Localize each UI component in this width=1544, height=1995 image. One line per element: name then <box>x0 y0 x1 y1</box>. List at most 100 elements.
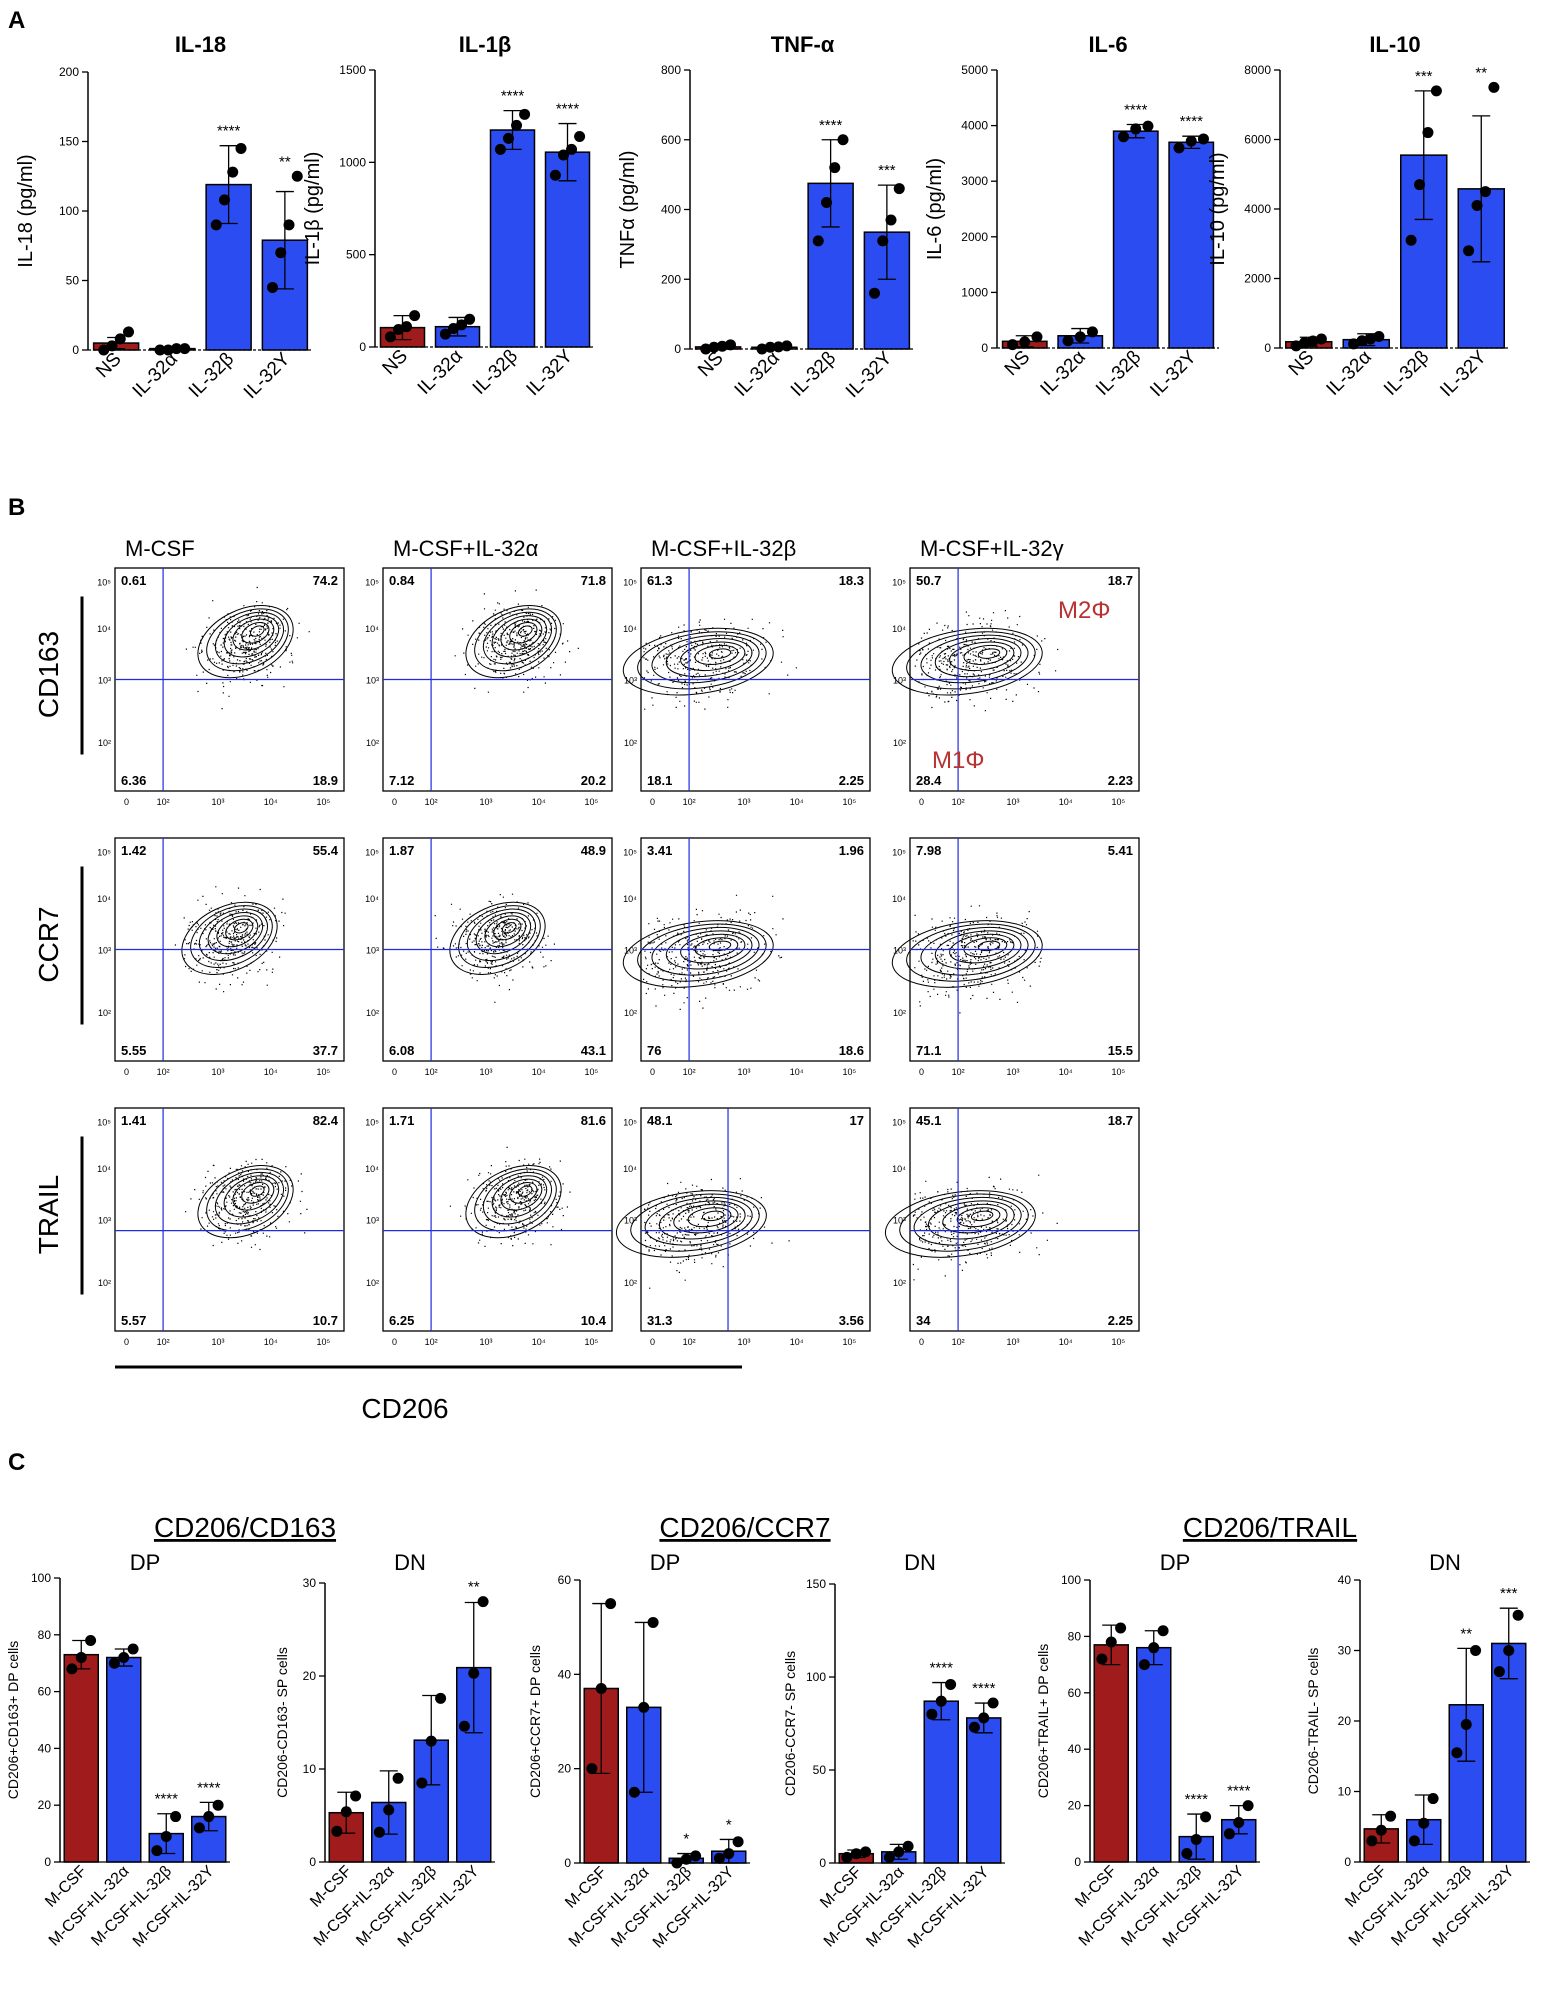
x-tick-label: 10³ <box>738 1337 751 1347</box>
x-tick-label: 0 <box>919 1067 924 1077</box>
category-label: IL-32β <box>185 349 238 402</box>
data-point <box>708 341 720 353</box>
data-point <box>1148 1642 1160 1654</box>
y-tick-label: 20 <box>38 1798 52 1812</box>
y-tick-label: 800 <box>661 63 681 77</box>
y-tick-label: 80 <box>38 1628 52 1642</box>
category-label: NS <box>1001 347 1035 381</box>
contour-line <box>493 918 522 941</box>
contour-line <box>233 922 249 934</box>
data-point <box>1479 186 1491 198</box>
data-point <box>1471 200 1483 212</box>
y-tick-label: 10⁴ <box>365 894 379 904</box>
data-point <box>425 1735 437 1747</box>
x-tick-label: 10⁴ <box>1059 1067 1073 1077</box>
y-tick-label: 60 <box>38 1685 52 1699</box>
x-tick-label: 10⁵ <box>585 1337 599 1347</box>
data-point <box>1062 335 1074 347</box>
contour-line <box>680 933 746 964</box>
quadrant-ur: 1.96 <box>839 843 864 858</box>
y-tick-label: 10⁴ <box>365 624 379 634</box>
contour-line <box>977 648 1001 659</box>
quadrant-ll: 7.12 <box>389 773 414 788</box>
quadrant-ur: 17 <box>850 1113 864 1128</box>
data-point <box>837 134 849 146</box>
x-tick-label: 10³ <box>480 797 493 807</box>
y-tick-label: 10² <box>366 1008 379 1018</box>
quadrant-ll: 76 <box>647 1043 661 1058</box>
contour-line <box>214 611 284 665</box>
significance-label: **** <box>1124 101 1148 118</box>
x-tick-label: 10⁴ <box>264 797 278 807</box>
quadrant-lr: 2.25 <box>839 773 864 788</box>
contour-line <box>913 1196 1022 1246</box>
contour-line <box>500 1178 543 1211</box>
data-point <box>340 1806 352 1818</box>
category-label: IL-32Y <box>842 347 897 402</box>
y-tick-label: 3000 <box>961 174 988 188</box>
contour-line <box>920 634 1029 684</box>
data-point <box>773 341 784 353</box>
contour-line <box>673 1203 739 1234</box>
quadrant-ul: 50.7 <box>916 573 941 588</box>
y-tick-label: 40 <box>1338 1573 1352 1587</box>
y-tick-label: 40 <box>1068 1742 1082 1756</box>
contour-line <box>517 1185 533 1197</box>
contour-line <box>977 940 1001 952</box>
event-dots <box>643 618 797 710</box>
flow-plot: 50.7 18.7 28.4 2.23 0 10² 10³ 10⁴ 10⁵ 10² 10³ 10⁴ 10… <box>891 567 1140 807</box>
y-tick-label: 150 <box>59 135 79 149</box>
y-tick-label: 10³ <box>624 1216 637 1226</box>
y-tick-label: 10⁵ <box>892 847 906 857</box>
column-title: M-CSF+IL-32α <box>393 536 539 561</box>
data-point <box>267 281 278 293</box>
category-label: IL-32α <box>1323 347 1376 400</box>
data-point <box>1233 1817 1245 1829</box>
plot-frame <box>382 1107 613 1332</box>
y-tick-label: 10 <box>1338 1785 1352 1799</box>
significance-label: * <box>683 1831 689 1848</box>
m1-annotation: M1Φ <box>932 747 985 774</box>
data-point <box>978 1712 990 1724</box>
category-label: IL-32α <box>414 346 467 399</box>
data-point <box>392 1772 404 1784</box>
panel-label-c: C <box>8 1449 25 1476</box>
y-tick-label: 10² <box>893 1008 906 1018</box>
data-point <box>1105 1636 1117 1648</box>
data-point <box>1181 1848 1193 1860</box>
data-point <box>106 340 118 352</box>
y-tick-label: 80 <box>1068 1629 1082 1643</box>
contour-line <box>458 905 541 969</box>
y-tick-label: 10⁴ <box>365 1164 379 1174</box>
contour-line <box>241 621 270 644</box>
y-tick-label: 50 <box>66 274 80 288</box>
data-point <box>1427 1793 1439 1805</box>
quadrant-ll: 5.57 <box>121 1313 146 1328</box>
contour-line <box>630 1193 760 1252</box>
x-tick-label: 10³ <box>738 1067 751 1077</box>
data-point <box>66 1663 78 1675</box>
y-tick-label: 0 <box>44 1855 51 1869</box>
y-tick-label: 0 <box>1074 1855 1081 1869</box>
data-point <box>549 169 561 181</box>
y-tick-label: 0 <box>309 1855 316 1869</box>
significance-label: **** <box>501 88 525 105</box>
quadrant-ul: 45.1 <box>916 1113 941 1128</box>
contour-line <box>949 641 1015 672</box>
data-point <box>869 287 880 299</box>
contour-line <box>491 615 548 658</box>
data-point <box>1138 1659 1150 1671</box>
y-tick-label: 0 <box>981 341 988 355</box>
chart-title: IL-18 <box>175 32 226 57</box>
data-point <box>227 166 239 178</box>
contour-line <box>942 1203 1008 1234</box>
data-point <box>458 1720 470 1732</box>
contour-line <box>934 638 1022 678</box>
x-tick-label: 10³ <box>480 1337 493 1347</box>
contour-line <box>615 1190 767 1258</box>
quadrant-ll: 71.1 <box>916 1043 941 1058</box>
significance-label: **** <box>197 1779 221 1796</box>
y-tick-label: 50 <box>813 1763 827 1777</box>
data-point <box>1463 245 1475 257</box>
